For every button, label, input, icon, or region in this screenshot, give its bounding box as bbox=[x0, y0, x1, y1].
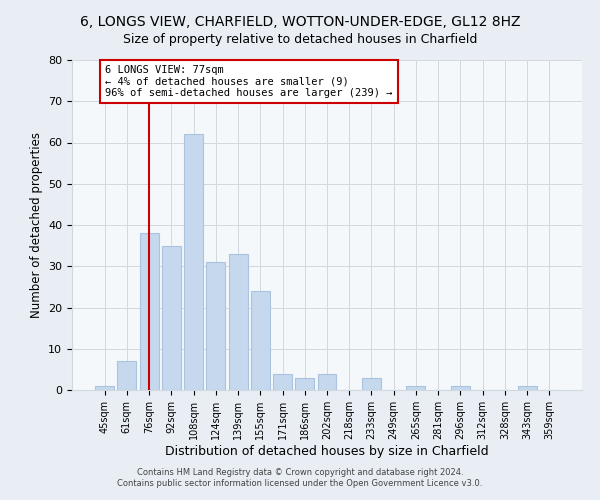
Bar bbox=[317, 374, 337, 390]
Bar bbox=[406, 386, 425, 390]
Bar bbox=[273, 374, 292, 390]
Bar bbox=[518, 386, 536, 390]
Bar bbox=[229, 254, 248, 390]
Bar bbox=[206, 262, 225, 390]
Bar bbox=[140, 233, 158, 390]
Text: Size of property relative to detached houses in Charfield: Size of property relative to detached ho… bbox=[123, 32, 477, 46]
Bar bbox=[451, 386, 470, 390]
Y-axis label: Number of detached properties: Number of detached properties bbox=[29, 132, 43, 318]
Text: 6, LONGS VIEW, CHARFIELD, WOTTON-UNDER-EDGE, GL12 8HZ: 6, LONGS VIEW, CHARFIELD, WOTTON-UNDER-E… bbox=[80, 15, 520, 29]
Bar bbox=[295, 378, 314, 390]
Text: Contains HM Land Registry data © Crown copyright and database right 2024.
Contai: Contains HM Land Registry data © Crown c… bbox=[118, 468, 482, 487]
Bar bbox=[118, 361, 136, 390]
Bar bbox=[362, 378, 381, 390]
Bar bbox=[162, 246, 181, 390]
Text: 6 LONGS VIEW: 77sqm
← 4% of detached houses are smaller (9)
96% of semi-detached: 6 LONGS VIEW: 77sqm ← 4% of detached hou… bbox=[105, 65, 392, 98]
Bar bbox=[251, 291, 270, 390]
Bar bbox=[95, 386, 114, 390]
X-axis label: Distribution of detached houses by size in Charfield: Distribution of detached houses by size … bbox=[165, 444, 489, 458]
Bar bbox=[184, 134, 203, 390]
